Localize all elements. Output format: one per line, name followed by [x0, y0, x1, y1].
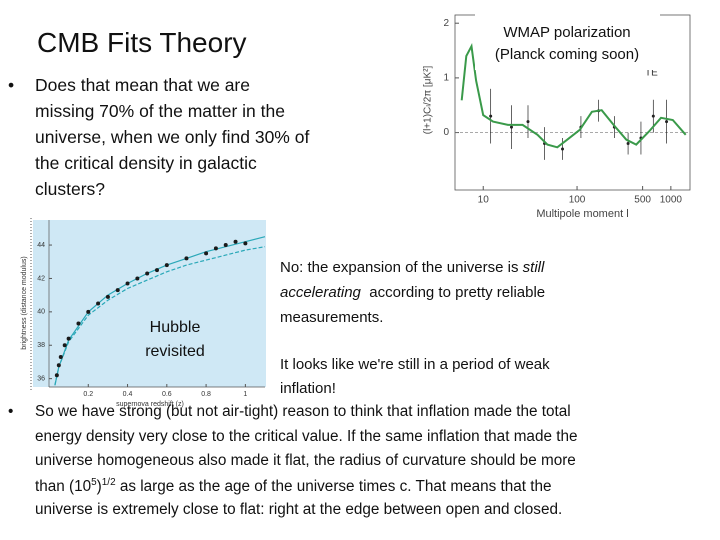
x-tick-label: 10 — [478, 195, 490, 206]
plot-background — [33, 220, 266, 387]
bullet-marker: • — [8, 75, 15, 95]
x-tick-label: 1 — [243, 391, 247, 398]
y-tick-label: 42 — [37, 275, 45, 282]
x-tick-label: 100 — [569, 195, 586, 206]
supernova-point — [56, 363, 61, 368]
text: No: the expansion of the universe is — [280, 259, 523, 276]
text: as large as the age of the universe time… — [115, 478, 552, 496]
supernova-point — [213, 246, 218, 251]
note-line: It looks like we're still in a period of… — [280, 356, 550, 373]
bullet-line: universe is extremely close to flat: rig… — [35, 501, 563, 518]
data-point — [626, 142, 630, 146]
x-tick-label: 0.2 — [83, 391, 93, 398]
supernova-point — [115, 288, 120, 293]
bullet-line: universe, when we only find 30% of — [35, 127, 310, 147]
bullet-line: than (105)1/2 as large as the age of the… — [35, 477, 552, 496]
y-tick-label: 0 — [443, 127, 449, 138]
x-axis-label: Multipole moment l — [536, 208, 628, 220]
text: according to pretty reliable — [360, 284, 546, 301]
text: than (10 — [35, 478, 92, 496]
supernova-point — [223, 243, 228, 248]
bullet-line: missing 70% of the matter in the — [35, 101, 285, 121]
annotation: Hubble — [150, 319, 201, 336]
y-tick-label: 38 — [37, 342, 45, 349]
x-tick-label: 0.4 — [123, 391, 133, 398]
data-point — [561, 147, 565, 151]
supernova-point — [58, 354, 63, 359]
slide-title: CMB Fits Theory — [37, 27, 247, 58]
bullet-line: energy density very close to the critica… — [35, 428, 578, 445]
emphasis: still — [522, 259, 545, 276]
data-point — [651, 114, 655, 118]
note-line: accelerating according to pretty reliabl… — [280, 284, 545, 301]
y-axis-label: brightness (distance modulus) — [21, 256, 28, 349]
superscript: 5 — [91, 477, 97, 488]
supernova-point — [145, 271, 150, 276]
supernova-point — [164, 263, 169, 268]
x-tick-label: 1000 — [660, 195, 683, 206]
bullet-line: Does that mean that we are — [35, 75, 250, 95]
annotation: revisited — [145, 343, 205, 360]
supernova-point — [233, 239, 238, 244]
x-axis-label: supernova redshift (z) — [116, 401, 184, 408]
data-point — [526, 120, 530, 124]
caption: (Planck coming soon) — [495, 46, 639, 63]
note-line: measurements. — [280, 309, 384, 326]
x-tick-label: 0.6 — [162, 391, 172, 398]
supernova-point — [125, 281, 130, 286]
te-curve — [460, 42, 687, 149]
supernova-point — [135, 276, 140, 281]
bullet-line: universe homogeneous also made it flat, … — [35, 452, 576, 469]
note-line: No: the expansion of the universe is sti… — [280, 259, 544, 276]
data-point — [489, 114, 493, 118]
supernova-point — [184, 256, 189, 261]
series-label: TE — [645, 68, 658, 79]
model-curve — [54, 246, 266, 386]
note-line: inflation! — [280, 380, 336, 397]
supernova-point — [54, 373, 59, 378]
data-point — [665, 120, 669, 124]
superscript: 1/2 — [101, 477, 116, 488]
supernova-point — [96, 301, 101, 306]
supernova-point — [204, 251, 209, 256]
y-tick-label: 44 — [37, 242, 45, 249]
caption-box — [475, 14, 660, 70]
data-point — [509, 125, 513, 129]
text: ) — [96, 478, 102, 496]
x-tick-label: 0.8 — [201, 391, 211, 398]
bullet-line: clusters? — [35, 179, 106, 199]
y-tick-label: 1 — [443, 73, 449, 84]
x-tick-label: 500 — [634, 195, 651, 206]
supernova-point — [62, 343, 67, 348]
supernova-point — [76, 321, 81, 326]
emphasis: accelerating — [280, 284, 361, 301]
y-tick-label: 2 — [443, 18, 449, 29]
supernova-point — [155, 268, 159, 273]
supernova-point — [86, 309, 91, 314]
bullet-line: the critical density in galactic — [35, 153, 257, 173]
supernova-point — [243, 241, 248, 246]
y-tick-label: 40 — [37, 309, 45, 316]
bullet-marker: • — [8, 403, 14, 420]
supernova-point — [66, 336, 71, 341]
y-axis-label: (l+1)Cₗ/2π [μK²] — [423, 66, 434, 135]
y-tick-label: 36 — [37, 375, 45, 382]
caption: WMAP polarization — [503, 24, 630, 41]
bullet-line: So we have strong (but not air-tight) re… — [35, 403, 571, 420]
supernova-point — [105, 294, 110, 299]
